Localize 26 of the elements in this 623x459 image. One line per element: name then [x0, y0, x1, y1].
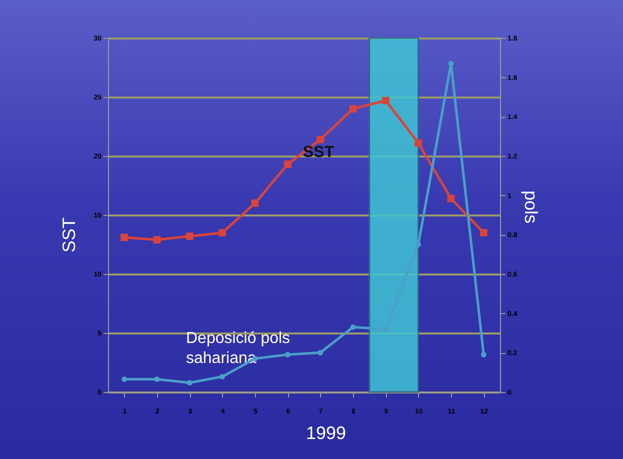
point: [186, 380, 192, 386]
point: [154, 376, 160, 382]
point: [284, 352, 290, 358]
point: [120, 234, 128, 242]
point: [480, 228, 488, 236]
series-label: SST: [303, 144, 334, 161]
point: [416, 242, 422, 248]
point: [382, 96, 390, 104]
point: [284, 160, 292, 168]
point: [186, 232, 194, 240]
y2-axis-title: pols: [521, 190, 541, 224]
x-axis-title: 1999: [306, 423, 346, 443]
point: [414, 139, 422, 147]
series-label: Deposició pols sahariana: [186, 330, 290, 367]
point: [349, 105, 357, 113]
y-axis-title: SST: [59, 217, 79, 253]
point: [220, 374, 226, 380]
point: [448, 60, 454, 66]
point: [318, 350, 324, 356]
point: [218, 228, 226, 236]
point: [251, 199, 259, 207]
point: [316, 136, 324, 144]
point: [122, 376, 128, 382]
point: [480, 352, 486, 358]
point: [153, 236, 161, 244]
point: [350, 324, 356, 330]
